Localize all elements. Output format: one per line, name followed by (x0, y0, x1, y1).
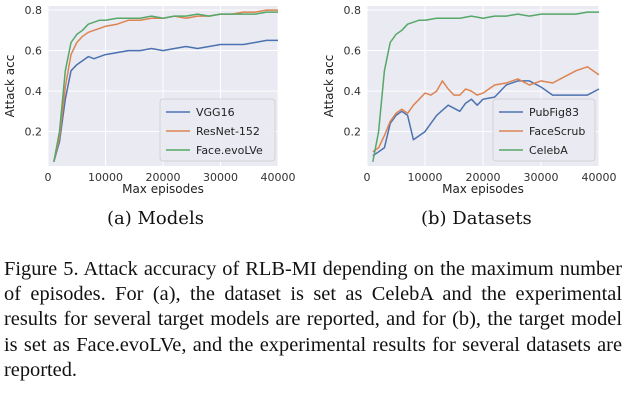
y-tick-label-models: 0.6 (25, 45, 43, 58)
legend-label: CelebA (529, 144, 568, 157)
ticks-datasets: 0 10000 20000 30000 40000 0.2 0.4 0.6 0.8 (344, 4, 617, 184)
series-line-face-evolve (53, 11, 278, 163)
x-axis-label-models: Max episodes (122, 182, 204, 196)
legend-label: Face.evoLVe (196, 144, 263, 157)
y-tick-label-models: 0.4 (25, 85, 43, 98)
legend-label: FaceScrub (529, 125, 585, 138)
legend-box-datasets (492, 98, 596, 162)
series-line-vgg16 (53, 39, 278, 163)
panel-models: 0 10000 20000 30000 40000 0.2 0.4 0.6 0.8 Max ep… (3, 4, 296, 196)
y-tick-label-models: 0.2 (25, 126, 43, 139)
x-tick-label-models: 40000 (261, 171, 296, 184)
legend-label: PubFig83 (529, 106, 579, 119)
x-axis-label-datasets: Max episodes (442, 182, 524, 196)
legend-box-models (159, 98, 276, 162)
figure-charts: 0 10000 20000 30000 40000 0.2 0.4 0.6 0.8 Max ep… (3, 4, 617, 196)
x-tick-label-models: 20000 (146, 171, 181, 184)
legend-models: VGG16 ResNet-152 Face.evoLVe (159, 98, 276, 162)
legend-label: VGG16 (196, 106, 235, 119)
y-tick-label-models: 0.8 (25, 4, 43, 17)
ticks-models: 0 10000 20000 30000 40000 0.2 0.4 0.6 0.8 (25, 4, 296, 184)
x-tick-label-datasets: 30000 (524, 171, 559, 184)
grid-datasets (366, 6, 600, 166)
y-axis-label-models: Attack acc (3, 55, 17, 118)
x-tick-label-datasets: 10000 (408, 171, 443, 184)
figure-caption: Figure 5. Attack accuracy of RLB-MI depe… (4, 258, 622, 381)
x-tick-label-datasets: 20000 (466, 171, 501, 184)
x-tick-label-datasets: 0 (364, 171, 371, 184)
panel-datasets: 0 10000 20000 30000 40000 0.2 0.4 0.6 0.8 Max ep… (322, 4, 617, 196)
y-tick-label-datasets: 0.6 (344, 45, 362, 58)
x-tick-label-models: 0 (45, 171, 52, 184)
y-axis-label-datasets: Attack acc (322, 55, 336, 118)
legend-label: ResNet-152 (196, 125, 260, 138)
x-tick-label-models: 30000 (203, 171, 238, 184)
series-line-facescrub (372, 66, 600, 153)
series-line-pubfig83 (372, 80, 600, 157)
x-tick-label-models: 10000 (88, 171, 123, 184)
subcaption-models: (a) Models (107, 208, 204, 229)
legend-datasets: PubFig83 FaceScrub CelebA (492, 98, 596, 162)
series-line-celeba (372, 11, 599, 163)
y-tick-label-datasets: 0.4 (344, 85, 362, 98)
lines-datasets (372, 11, 600, 163)
subcaption-datasets: (b) Datasets (421, 208, 532, 229)
y-tick-label-datasets: 0.8 (344, 4, 362, 17)
y-tick-label-datasets: 0.2 (344, 126, 362, 139)
lines-models (53, 9, 278, 163)
x-tick-label-datasets: 40000 (582, 171, 617, 184)
figure: 0 10000 20000 30000 40000 0.2 0.4 0.6 0.8 Max ep… (3, 4, 617, 229)
